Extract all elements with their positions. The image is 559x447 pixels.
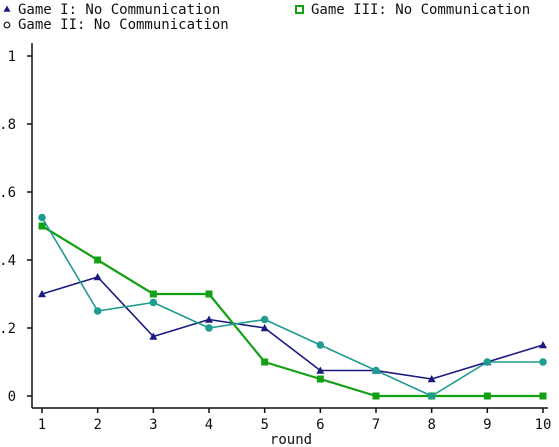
data-point	[38, 290, 46, 298]
x-tick-label: 9	[483, 417, 491, 433]
data-point	[93, 273, 102, 281]
data-point	[316, 366, 325, 374]
data-point	[539, 341, 547, 349]
data-point	[38, 222, 46, 230]
data-point	[94, 256, 102, 264]
data-point	[316, 341, 325, 349]
data-point	[93, 307, 102, 315]
x-axis-title: round	[270, 432, 312, 447]
legend-label: Game I: No Communication	[18, 2, 220, 18]
series-2	[38, 213, 547, 400]
legend-label: Game II: No Communication	[18, 17, 229, 33]
data-point	[427, 375, 436, 383]
data-point	[149, 332, 158, 340]
series-1	[38, 273, 547, 383]
data-point	[372, 366, 380, 375]
x-tick-label: 2	[93, 417, 101, 433]
data-point	[205, 290, 213, 298]
legend-marker-square	[295, 5, 304, 14]
legend-item-game-1: Game I: No Communication	[3, 2, 220, 18]
legend-item-game-2: Game II: No Communication	[3, 17, 229, 33]
plot-area	[38, 213, 547, 400]
data-point	[260, 315, 269, 324]
data-point	[205, 315, 213, 323]
x-axis: 1 2 3 4 5 6 7 8 9 10	[38, 408, 552, 433]
x-tick-label: 1	[38, 417, 46, 433]
y-tick-label: 0	[8, 389, 16, 405]
x-tick-label: 5	[260, 417, 268, 433]
x-tick-label: 4	[205, 417, 213, 433]
x-tick-label: 8	[427, 417, 435, 433]
x-tick-label: 7	[372, 417, 380, 433]
x-tick-label: 10	[535, 417, 552, 433]
y-tick-label: 1	[8, 49, 16, 65]
data-point	[483, 392, 491, 400]
data-point	[38, 213, 46, 222]
data-point	[261, 358, 269, 366]
data-point	[260, 324, 269, 332]
data-point	[483, 358, 492, 366]
data-point	[205, 324, 213, 332]
y-axis: 0 .2 .4 .6 .8 1	[0, 49, 32, 405]
data-point	[149, 298, 158, 307]
data-point	[149, 290, 157, 298]
x-tick-label: 3	[149, 417, 157, 433]
data-point	[316, 375, 324, 383]
data-point	[539, 358, 547, 366]
y-tick-label: .8	[0, 117, 16, 133]
data-point	[539, 392, 547, 400]
y-tick-label: .2	[0, 321, 16, 337]
x-tick-label: 6	[316, 417, 324, 433]
legend-marker-circle	[3, 21, 11, 29]
y-tick-label: .6	[0, 185, 16, 201]
data-point	[427, 392, 436, 400]
legend-marker-triangle	[3, 5, 11, 12]
data-point	[372, 392, 380, 400]
y-tick-label: .4	[0, 253, 16, 269]
legend: Game I: No Communication Game II: No Com…	[3, 2, 530, 33]
legend-label: Game III: No Communication	[311, 2, 530, 18]
series-line	[41, 276, 544, 380]
series-line	[41, 225, 543, 398]
legend-item-game-3: Game III: No Communication	[295, 2, 530, 18]
series-line	[41, 217, 543, 397]
